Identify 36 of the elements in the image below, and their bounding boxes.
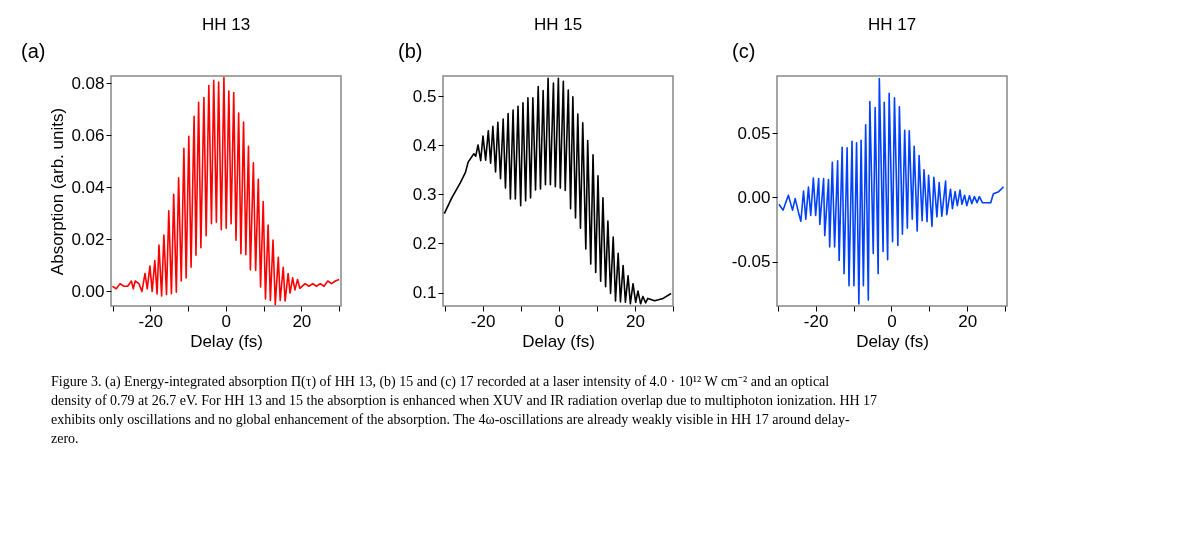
y-tick-label: 0.4	[412, 135, 437, 155]
y-tick-label: -0.05	[731, 252, 771, 272]
x-axis-title: Delay (fs)	[522, 331, 595, 351]
y-tick-label: 0.08	[71, 73, 105, 93]
y-tick-label: 0.00	[737, 187, 771, 207]
x-tick-label: 20	[625, 311, 645, 331]
y-tick-label: 0.2	[412, 233, 437, 253]
x-tick-label: 0	[221, 311, 232, 331]
text: (c)	[732, 40, 756, 62]
x-tick-label: 20	[958, 311, 978, 331]
y-tick-label: 0.02	[71, 229, 105, 249]
text: (a)	[21, 40, 46, 62]
line-series	[778, 77, 1005, 305]
caption: Figure 3. (a) Energy-integrated absorption Π(τ) of HH 13, (b) 15 and (c) 17 recorded at a laser intensity of 4.0 · 10¹² W cm⁻² and an optical density of 0.79 at 26.7 eV. For HH 13 and 15 the absorption is enhanced when XUV and IR radiation overlap due to multiphoton ionization. HH 17 exhibits only oscillations and no global enhancement of the absorption. The 4ω-oscillations are already weakly visible in HH 17 around delay-zero.	[51, 374, 878, 446]
x-tick-label: -20	[138, 311, 164, 331]
x-axis-title: Delay (fs)	[856, 331, 929, 351]
y-tick-label: 0.00	[71, 281, 105, 301]
line-series	[443, 77, 672, 305]
text: (b)	[398, 40, 423, 62]
x-tick-label: 20	[292, 311, 312, 331]
x-tick-label: -20	[470, 311, 496, 331]
y-tick-label: 0.06	[71, 125, 105, 145]
y-tick-label: 0.04	[71, 177, 105, 197]
chart-title: HH 15	[533, 15, 583, 34]
y-tick-label: 0.05	[737, 123, 771, 143]
y-tick-label: 0.3	[412, 184, 437, 204]
x-tick-label: 0	[887, 311, 897, 331]
x-axis-title: Delay (fs)	[190, 331, 263, 351]
x-tick-label: -20	[803, 311, 829, 331]
y-tick-label: 0.5	[412, 86, 437, 106]
chart-title: HH 13	[201, 15, 251, 34]
chart-title: HH 17	[867, 15, 917, 34]
x-tick-label: 0	[554, 311, 564, 331]
y-tick-label: 0.1	[412, 283, 437, 303]
y-axis-title: Absorption (arb. units)	[48, 107, 68, 276]
line-series	[111, 76, 340, 306]
